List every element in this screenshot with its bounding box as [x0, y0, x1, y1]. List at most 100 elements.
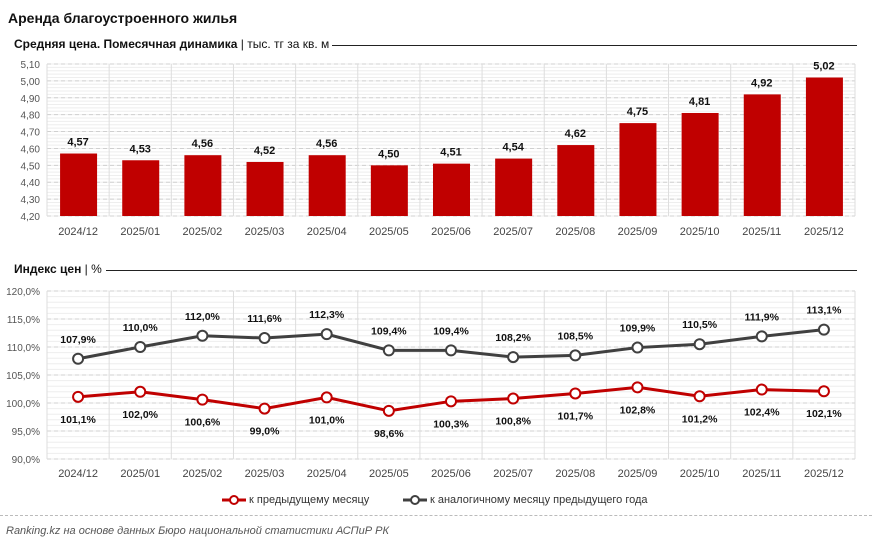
data-label: 100,8% [495, 416, 531, 428]
bar [246, 161, 284, 216]
x-tick-label: 2025/06 [431, 226, 471, 238]
x-tick-label: 2025/03 [245, 468, 285, 480]
data-point [72, 390, 85, 403]
x-tick-label: 2025/04 [307, 226, 347, 238]
data-label: 111,9% [745, 311, 780, 323]
y-tick-label: 4,50 [21, 161, 41, 172]
y-tick-label: 4,30 [21, 195, 41, 206]
y-tick-label: 115,0% [7, 315, 40, 326]
bar-value-label: 4,75 [627, 106, 648, 118]
data-label: 110,5% [682, 319, 718, 331]
data-point [134, 385, 147, 398]
y-tick-label: 120,0% [6, 287, 40, 298]
data-point [320, 391, 333, 404]
y-tick-label: 100,0% [6, 399, 40, 410]
data-label: 100,3% [433, 418, 469, 430]
data-point [693, 338, 706, 351]
data-label: 101,2% [682, 413, 718, 425]
x-tick-label: 2025/11 [742, 226, 781, 238]
bar-value-label: 4,92 [751, 77, 772, 89]
legend-label: к аналогичному месяцу предыдущего года [430, 494, 648, 506]
data-label: 109,4% [371, 325, 407, 337]
data-point [258, 402, 271, 415]
y-tick-label: 90,0% [12, 455, 40, 466]
data-label: 108,5% [557, 330, 593, 342]
data-label: 112,3% [309, 309, 345, 321]
y-tick-label: 4,70 [21, 128, 41, 139]
line-unit: % [91, 262, 102, 276]
data-point [569, 387, 582, 400]
data-label: 102,4% [744, 407, 780, 419]
y-tick-label: 4,40 [21, 178, 41, 189]
bar [495, 158, 533, 216]
bar-value-label: 4,50 [378, 148, 399, 160]
line-chart-title: Индекс цен | % [14, 262, 102, 276]
bar-value-label: 4,57 [67, 137, 88, 149]
main-title: Аренда благоустроенного жилья [8, 10, 238, 26]
legend-label: к предыдущему месяцу [249, 494, 370, 506]
bar [433, 163, 470, 216]
y-tick-label: 5,10 [21, 60, 41, 71]
y-tick-label: 4,80 [21, 111, 41, 122]
data-label: 101,7% [557, 410, 593, 422]
data-label: 109,9% [620, 323, 656, 335]
data-point [196, 329, 209, 342]
bar-chart-title: Средняя цена. Помесячная динамика | тыс.… [14, 37, 330, 51]
data-label: 107,9% [60, 334, 96, 346]
bar [743, 94, 781, 216]
x-tick-label: 2025/02 [183, 468, 223, 480]
x-tick-label: 2025/10 [680, 468, 720, 480]
bar [805, 77, 843, 216]
bar-value-label: 4,51 [440, 147, 461, 159]
y-tick-label: 4,60 [21, 144, 41, 155]
y-tick-label: 110,0% [7, 343, 40, 354]
data-label: 111,6% [247, 313, 282, 325]
data-point [631, 381, 644, 394]
x-tick-label: 2025/10 [680, 226, 720, 238]
data-point [258, 332, 271, 345]
data-point [755, 383, 768, 396]
data-point [72, 352, 85, 365]
y-tick-label: 4,20 [21, 212, 41, 223]
data-point [507, 392, 520, 405]
data-label: 101,0% [309, 414, 345, 426]
data-point [445, 344, 457, 357]
x-tick-label: 2025/09 [618, 226, 658, 238]
x-tick-label: 2024/12 [58, 468, 98, 480]
footer-divider [0, 515, 872, 516]
x-tick-label: 2025/04 [307, 468, 347, 480]
data-point [569, 349, 582, 362]
data-point [382, 344, 395, 357]
data-label: 102,0% [122, 409, 158, 421]
data-label: 98,6% [374, 428, 404, 440]
x-tick-label: 2025/08 [555, 226, 595, 238]
x-tick-label: 2025/08 [555, 468, 595, 480]
x-tick-label: 2025/05 [369, 226, 409, 238]
data-point [196, 393, 209, 406]
bar [60, 153, 98, 216]
data-label: 110,0% [123, 322, 159, 334]
divider [332, 45, 857, 46]
y-tick-label: 105,0% [6, 371, 40, 382]
divider [106, 270, 857, 271]
bar-title-text: Средняя цена. Помесячная динамика [14, 37, 238, 51]
data-point [631, 341, 644, 354]
data-label: 102,8% [620, 404, 656, 416]
legend-item-yoy: к аналогичному месяцу предыдущего года [403, 494, 648, 506]
data-point [320, 328, 333, 341]
bar-value-label: 4,52 [254, 145, 275, 157]
x-tick-label: 2024/12 [58, 226, 98, 238]
bar [681, 112, 719, 216]
bar-value-label: 4,54 [502, 142, 524, 154]
x-tick-label: 2025/12 [804, 468, 844, 480]
bar [370, 165, 408, 216]
data-point [817, 385, 830, 398]
bar-value-label: 5,02 [813, 61, 834, 73]
data-label: 100,6% [185, 417, 221, 429]
line-title-text: Индекс цен [14, 262, 82, 276]
x-tick-label: 2025/11 [742, 468, 781, 480]
bar-value-label: 4,56 [316, 138, 337, 150]
bar [619, 123, 657, 216]
data-label: 108,2% [495, 332, 531, 344]
legend-marker-red-icon [222, 495, 246, 505]
